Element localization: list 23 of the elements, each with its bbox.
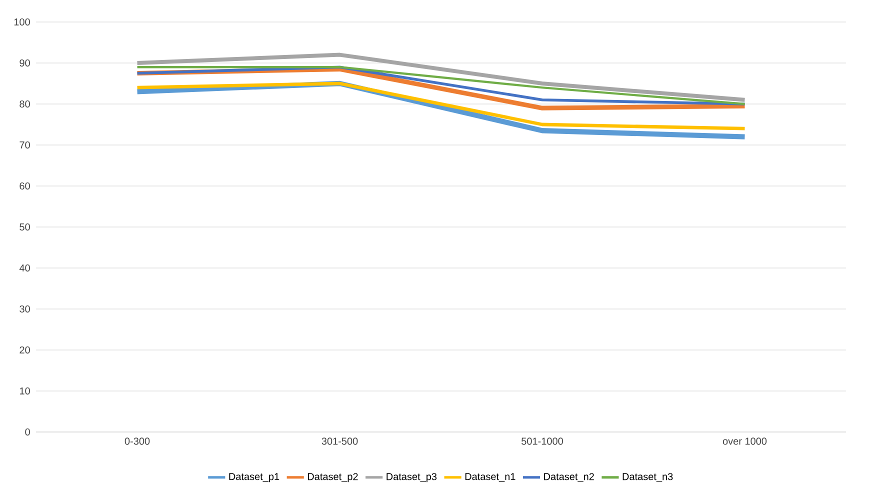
- y-tick-label: 50: [20, 223, 30, 231]
- y-tick-label: 100: [14, 18, 30, 26]
- y-tick-label: 30: [20, 305, 30, 313]
- y-tick-label: 80: [20, 100, 30, 108]
- y-tick-label: 90: [20, 59, 30, 67]
- legend-label: Dataset_p2: [308, 473, 358, 482]
- legend-label: Dataset_n2: [544, 473, 594, 482]
- legend-label: Dataset_n3: [622, 473, 673, 482]
- y-tick-label: 20: [20, 346, 30, 354]
- legend-label: Dataset_n1: [465, 473, 516, 482]
- x-tick-label: 501-1000: [522, 438, 563, 445]
- x-tick-label: 0-300: [124, 438, 150, 445]
- legend-label: Dataset_p1: [229, 473, 280, 482]
- y-tick-label: 40: [19, 264, 30, 272]
- line-series: [136, 82, 746, 130]
- y-tick-label: 70: [20, 141, 30, 149]
- y-tick-label: 60: [20, 182, 30, 190]
- y-tick-label: 0: [25, 428, 30, 436]
- x-tick-label: 301-500: [322, 438, 358, 445]
- x-tick-label: over 1000: [722, 438, 767, 445]
- legend-label: Dataset_p3: [386, 473, 437, 482]
- line-series: [135, 52, 747, 102]
- y-tick-label: 10: [20, 387, 30, 395]
